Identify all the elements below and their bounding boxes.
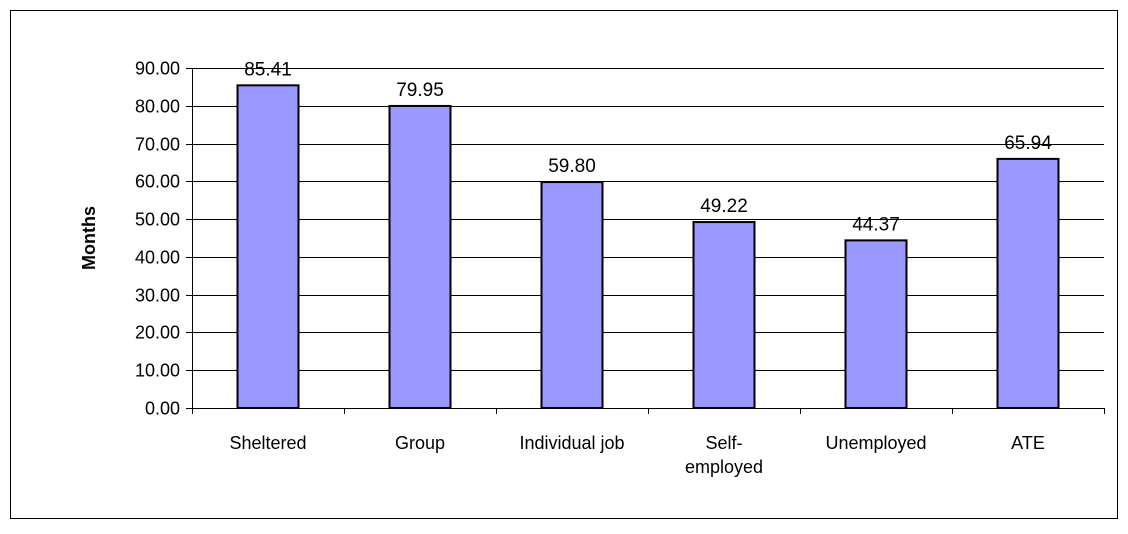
axes <box>186 68 1105 414</box>
data-label: 85.41 <box>244 59 292 80</box>
y-tick-label: 30.00 <box>135 286 180 306</box>
labels: 0.00 10.00 20.00 30.00 40.00 50.00 60.00 70.00 8… <box>135 59 1052 478</box>
x-tick-label: Unemployed <box>825 433 926 453</box>
y-axis-title: Months <box>79 206 99 270</box>
x-tick-label: Self-employed <box>685 433 763 477</box>
bar <box>692 221 756 409</box>
x-tick-label: Individual job <box>519 433 624 453</box>
data-label: 79.95 <box>396 80 444 101</box>
y-tick-label: 50.00 <box>135 210 180 230</box>
bar <box>236 84 300 409</box>
y-tick-label: 40.00 <box>135 248 180 268</box>
data-label: 49.22 <box>700 196 748 217</box>
y-tick-label: 60.00 <box>135 172 180 192</box>
y-tick-label: 90.00 <box>135 59 180 79</box>
data-label: 59.80 <box>548 156 596 177</box>
bar <box>540 181 604 409</box>
y-tick-label: 80.00 <box>135 97 180 117</box>
x-tick-label: Group <box>395 433 445 453</box>
gridlines <box>192 68 1104 371</box>
bar <box>844 239 908 409</box>
data-label: 44.37 <box>852 214 900 235</box>
data-label: 65.94 <box>1004 133 1052 154</box>
y-tick-label: 20.00 <box>135 323 180 343</box>
bar <box>388 104 452 409</box>
y-tick-label: 70.00 <box>135 135 180 155</box>
y-tick-label: 10.00 <box>135 361 180 381</box>
x-tick-label: Sheltered <box>229 433 306 453</box>
bars <box>236 84 1060 409</box>
x-tick-label: ATE <box>1011 433 1045 453</box>
y-tick-label: 0.00 <box>145 399 180 419</box>
bar <box>996 157 1060 409</box>
